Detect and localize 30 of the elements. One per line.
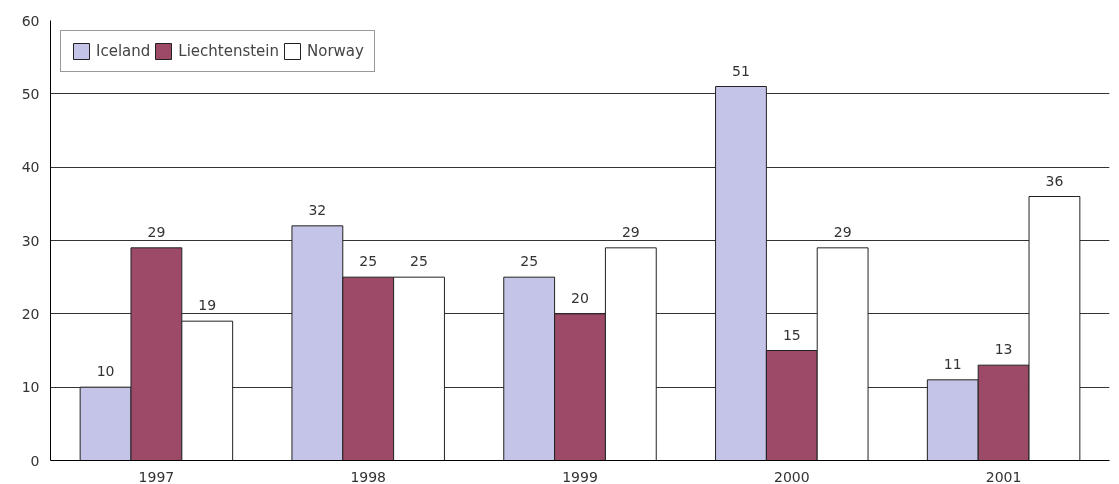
data-label: 20 [571,289,589,306]
x-tick-label: 1998 [350,468,387,484]
y-tick-label: 50 [21,85,40,102]
legend-label: Iceland [96,42,151,60]
data-label: 15 [782,326,801,343]
x-tick-label: 2000 [773,468,810,484]
data-label: 32 [308,201,327,218]
legend-label: Norway [307,42,364,60]
x-tick-label: 1999 [562,468,598,484]
data-label: 25 [520,253,539,270]
y-tick-label: 20 [21,305,40,322]
data-label: 51 [732,62,750,79]
y-tick-label: 0 [30,452,40,469]
y-tick-label: 10 [21,379,40,396]
data-label: 19 [198,297,217,314]
y-tick-label: 60 [21,12,40,29]
data-label: 11 [943,355,962,372]
data-label: 29 [147,223,166,240]
data-label: 10 [96,363,115,380]
data-label: 25 [410,253,428,270]
y-tick-label: 30 [21,232,40,249]
x-tick-label: 2001 [985,468,1022,484]
data-label: 36 [1045,172,1064,189]
data-label: 29 [833,223,852,240]
data-label: 29 [621,223,640,240]
legend-label: Liechtenstein [178,42,280,60]
x-tick-label: 1997 [138,468,175,484]
y-tick-label: 40 [21,159,40,176]
data-label: 13 [994,341,1013,358]
data-label: 25 [359,253,378,270]
